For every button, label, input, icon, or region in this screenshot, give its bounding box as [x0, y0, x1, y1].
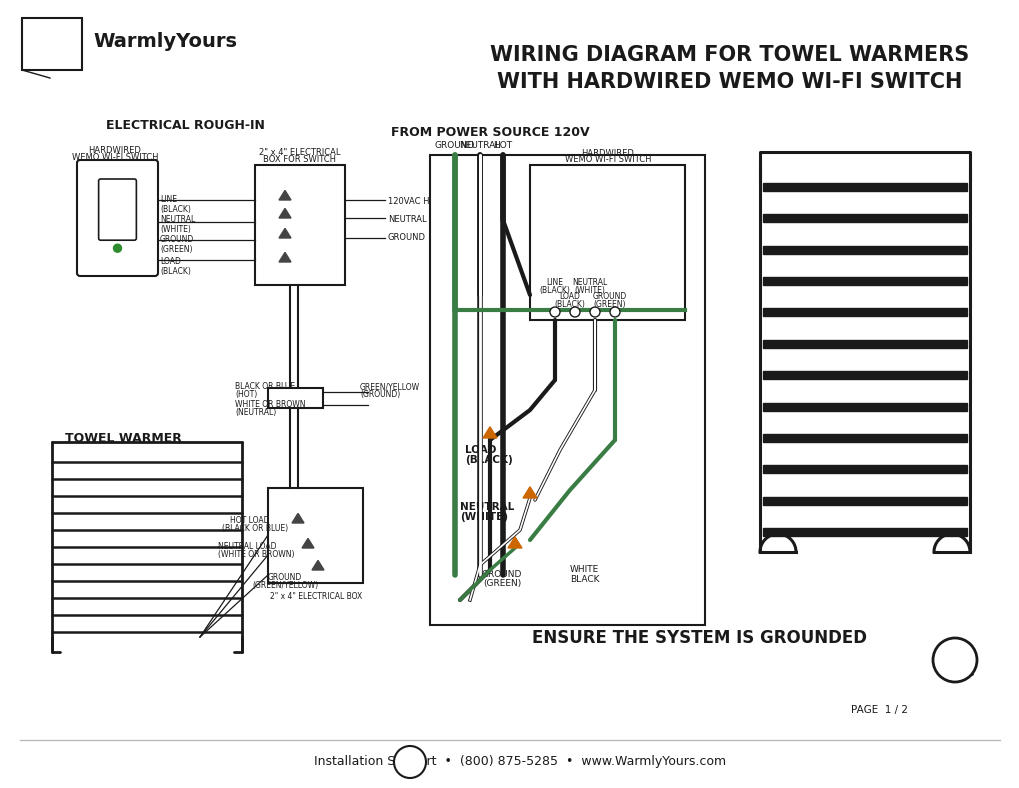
Text: BLACK: BLACK	[570, 575, 599, 584]
Text: TOWEL WARMER: TOWEL WARMER	[65, 432, 181, 445]
Circle shape	[932, 638, 976, 682]
Bar	[762, 308, 966, 317]
Polygon shape	[291, 514, 304, 523]
Text: HOT: HOT	[493, 141, 513, 150]
Text: (WHITE): (WHITE)	[460, 512, 507, 522]
Text: c: c	[937, 670, 943, 678]
Polygon shape	[279, 208, 290, 218]
Text: GROUND: GROUND	[592, 292, 627, 301]
Circle shape	[570, 307, 580, 317]
Polygon shape	[279, 229, 290, 238]
Text: W: W	[30, 32, 64, 63]
Bar	[762, 183, 966, 191]
Bar	[762, 371, 966, 379]
Text: 2" x 4" ELECTRICAL BOX: 2" x 4" ELECTRICAL BOX	[270, 592, 362, 601]
Text: LINE: LINE	[546, 278, 562, 287]
Polygon shape	[523, 487, 536, 498]
Text: ✓: ✓	[417, 761, 425, 771]
Text: WIRING DIAGRAM FOR TOWEL WARMERS: WIRING DIAGRAM FOR TOWEL WARMERS	[490, 45, 969, 65]
Circle shape	[589, 307, 599, 317]
Text: BLACK OR BLUE: BLACK OR BLUE	[234, 382, 294, 391]
Polygon shape	[507, 537, 522, 548]
Text: (NEUTRAL): (NEUTRAL)	[234, 408, 276, 417]
Text: (GROUND): (GROUND)	[360, 390, 399, 399]
Text: WHITE: WHITE	[570, 565, 599, 574]
Text: ELECTRICAL ROUGH-IN: ELECTRICAL ROUGH-IN	[105, 118, 264, 132]
Text: (GREEN): (GREEN)	[482, 579, 521, 588]
Bar	[255, 165, 344, 285]
Text: (BLACK): (BLACK)	[554, 300, 585, 309]
Text: (HOT): (HOT)	[234, 390, 257, 399]
Text: WHITE OR BROWN: WHITE OR BROWN	[234, 400, 306, 409]
Text: WITH HARDWIRED WEMO WI-FI SWITCH: WITH HARDWIRED WEMO WI-FI SWITCH	[497, 72, 962, 92]
Bar	[762, 528, 966, 536]
Text: UL: UL	[943, 649, 965, 663]
Text: NEUTRAL: NEUTRAL	[387, 215, 426, 224]
Text: LINE
(BLACK): LINE (BLACK)	[160, 195, 191, 214]
Bar	[762, 340, 966, 348]
Polygon shape	[279, 191, 290, 200]
Text: y: y	[53, 32, 64, 50]
Text: WEMO WI-FI SWITCH: WEMO WI-FI SWITCH	[71, 153, 158, 162]
Bar	[762, 465, 966, 474]
Text: LOAD: LOAD	[465, 445, 496, 455]
Text: (GREEN): (GREEN)	[593, 300, 626, 309]
Text: GROUND
(GREEN): GROUND (GREEN)	[160, 235, 194, 255]
Text: 120VAC HOT: 120VAC HOT	[387, 197, 440, 206]
Text: PAGE  1 / 2: PAGE 1 / 2	[851, 705, 908, 715]
Bar	[762, 214, 966, 222]
Text: WarmlyYours: WarmlyYours	[93, 32, 236, 51]
Bar	[762, 434, 966, 442]
Text: (BLACK): (BLACK)	[465, 455, 513, 465]
Text: (WHITE): (WHITE)	[574, 286, 605, 295]
Text: NEUTRAL: NEUTRAL	[572, 278, 607, 287]
Text: LOAD: LOAD	[559, 292, 580, 301]
Bar	[268, 388, 323, 408]
Bar	[762, 496, 966, 504]
Text: NEUTRAL LOAD: NEUTRAL LOAD	[218, 542, 276, 551]
Circle shape	[393, 746, 426, 778]
Bar	[762, 277, 966, 285]
Text: HARDWIRED: HARDWIRED	[581, 149, 634, 158]
Bar	[762, 403, 966, 411]
FancyBboxPatch shape	[99, 179, 137, 240]
Text: HARDWIRED: HARDWIRED	[89, 146, 142, 155]
Text: HOT LOAD: HOT LOAD	[229, 516, 269, 525]
Polygon shape	[302, 538, 314, 548]
Text: LOAD
(BLACK): LOAD (BLACK)	[160, 257, 191, 277]
Bar	[762, 246, 966, 254]
Circle shape	[609, 307, 620, 317]
Text: BOX FOR SWITCH: BOX FOR SWITCH	[263, 155, 336, 164]
Text: GROUND: GROUND	[268, 573, 302, 582]
Text: NEUTRAL: NEUTRAL	[459, 141, 500, 150]
Text: (BLACK): (BLACK)	[539, 286, 570, 295]
Circle shape	[113, 244, 121, 252]
Bar	[530, 165, 685, 320]
Text: GREEN/YELLOW: GREEN/YELLOW	[360, 382, 420, 391]
Text: NEUTRAL: NEUTRAL	[460, 502, 514, 512]
Text: (WHITE OR BROWN): (WHITE OR BROWN)	[218, 550, 294, 559]
Text: US: US	[962, 670, 974, 678]
Text: GROUND: GROUND	[434, 141, 475, 150]
Polygon shape	[279, 252, 290, 262]
Text: WEMO WI-FI SWITCH: WEMO WI-FI SWITCH	[565, 155, 650, 164]
Bar	[22, 18, 82, 70]
Text: (GREEN/YELLOW): (GREEN/YELLOW)	[252, 581, 318, 590]
Text: GROUND: GROUND	[481, 570, 522, 579]
Bar	[430, 155, 704, 625]
Text: FROM POWER SOURCE 120V: FROM POWER SOURCE 120V	[390, 125, 589, 139]
Circle shape	[549, 307, 559, 317]
FancyBboxPatch shape	[76, 160, 158, 276]
Text: /: /	[46, 38, 53, 56]
Text: ENSURE THE SYSTEM IS GROUNDED: ENSURE THE SYSTEM IS GROUNDED	[532, 629, 866, 647]
Polygon shape	[483, 427, 496, 438]
Text: 2" x 4" ELECTRICAL: 2" x 4" ELECTRICAL	[259, 148, 340, 157]
Text: (BLACK OR BLUE): (BLACK OR BLUE)	[222, 524, 287, 533]
Text: Installation Support  •  (800) 875-5285  •  www.WarmlyYours.com: Installation Support • (800) 875-5285 • …	[314, 756, 726, 768]
Text: NEUTRAL
(WHITE): NEUTRAL (WHITE)	[160, 215, 195, 234]
Bar	[268, 488, 363, 583]
Text: GROUND: GROUND	[387, 233, 426, 242]
Polygon shape	[312, 560, 324, 570]
Text: 24|7: 24|7	[393, 756, 420, 768]
